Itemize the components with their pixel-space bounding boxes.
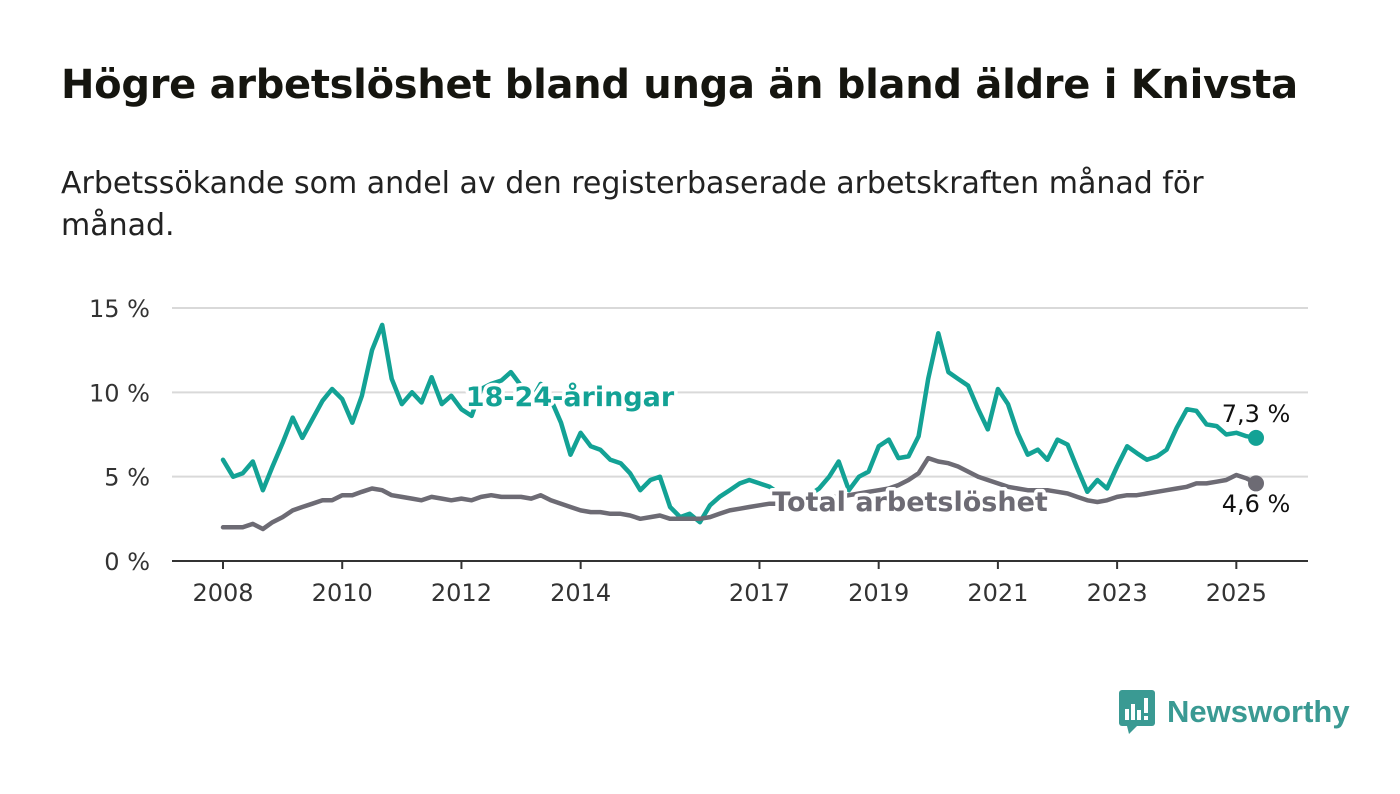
newsworthy-logo: Newsworthy — [1119, 690, 1350, 734]
y-tick-label: 15 % — [89, 295, 150, 323]
chart-title: Högre arbetslöshet bland unga än bland ä… — [61, 62, 1298, 108]
x-tick-label: 2023 — [1087, 579, 1148, 607]
brand-name: Newsworthy — [1167, 694, 1350, 729]
x-tick-label: 2019 — [848, 579, 909, 607]
series-annotation: 18-24-åringar — [466, 381, 675, 413]
x-tick-label: 2014 — [550, 579, 611, 607]
y-tick-label: 0 % — [104, 548, 150, 576]
x-tick-label: 2010 — [312, 579, 373, 607]
series-end-point — [1248, 475, 1264, 492]
series-line-youth — [220, 322, 1259, 525]
series-annotation: Total arbetslöshet — [772, 487, 1048, 518]
y-tick-label: 10 % — [89, 379, 150, 407]
series-end-label: 4,6 % — [1222, 490, 1291, 518]
newsworthy-logo-icon — [1119, 690, 1155, 734]
series-line-total — [220, 455, 1259, 532]
series-end-label: 7,3 % — [1222, 400, 1291, 428]
y-tick-label: 5 % — [104, 464, 150, 492]
x-tick-label: 2017 — [729, 579, 790, 607]
x-tick-label: 2025 — [1206, 579, 1267, 607]
series-end-point — [1248, 429, 1264, 446]
x-tick-label: 2008 — [192, 579, 253, 607]
chart-subtitle: Arbetssökande som andel av den registerb… — [61, 166, 1204, 243]
x-tick-label: 2021 — [967, 579, 1028, 607]
x-tick-label: 2012 — [431, 579, 492, 607]
